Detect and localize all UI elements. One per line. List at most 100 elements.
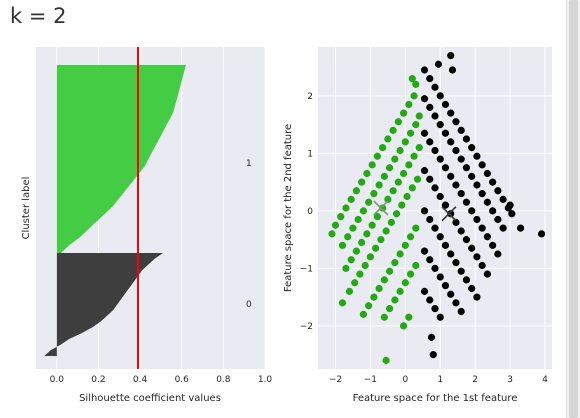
scatter-point-cluster-0 bbox=[483, 169, 491, 178]
scatter-point-cluster-0 bbox=[448, 66, 457, 74]
scatter-x-axis-label: Feature space for the 1st feature bbox=[353, 393, 518, 404]
scatter-point-cluster-0 bbox=[473, 152, 481, 160]
scatter-point-cluster-1 bbox=[358, 238, 366, 247]
scatter-point-cluster-0 bbox=[420, 287, 429, 295]
scatter-point-cluster-0 bbox=[426, 215, 434, 224]
scatter-point-cluster-0 bbox=[436, 92, 444, 100]
scatter-point-cluster-1 bbox=[328, 230, 336, 238]
scatter-point-cluster-1 bbox=[384, 135, 392, 143]
scatter-x-tick-label: 2 bbox=[472, 375, 478, 385]
scatter-point-cluster-1 bbox=[359, 207, 368, 215]
scatter-point-cluster-1 bbox=[391, 155, 399, 163]
silhouette-x-tick-label: 0.0 bbox=[50, 375, 65, 385]
scatter-point-cluster-0 bbox=[483, 233, 491, 241]
scatter-x-tick-label: −2 bbox=[329, 375, 342, 385]
scatter-point-cluster-0 bbox=[431, 184, 439, 192]
scatter-point-cluster-0 bbox=[478, 190, 486, 198]
scatter-point-cluster-0 bbox=[426, 75, 434, 83]
scatter-point-cluster-1 bbox=[380, 172, 388, 180]
scatter-point-cluster-0 bbox=[478, 161, 486, 169]
scatter-point-cluster-0 bbox=[436, 273, 444, 281]
scatter-point-cluster-0 bbox=[436, 192, 444, 201]
scatter-point-cluster-1 bbox=[385, 267, 394, 275]
scatter-point-cluster-0 bbox=[457, 190, 465, 198]
scatter-point-cluster-0 bbox=[431, 305, 439, 313]
scatter-point-cluster-0 bbox=[468, 144, 476, 152]
scatter-y-tick-label: −1 bbox=[300, 264, 313, 274]
scatter-point-cluster-0 bbox=[489, 207, 497, 215]
scatter-point-cluster-0 bbox=[420, 167, 429, 175]
scatter-point-cluster-1 bbox=[345, 287, 354, 295]
scatter-point-cluster-0 bbox=[431, 224, 439, 232]
scatter-x-tick-label: 4 bbox=[542, 375, 548, 385]
scatter-point-cluster-0 bbox=[494, 250, 502, 258]
silhouette-x-ticks: 0.0 0.2 0.4 0.6 0.8 1.0 bbox=[50, 375, 273, 385]
feature-space-panel: −2 −1 0 1 2 3 4 −2 −1 0 1 2 Feature space for the … bbox=[283, 47, 552, 404]
scatter-point-cluster-0 bbox=[420, 129, 429, 137]
cluster-center-marker bbox=[373, 200, 389, 216]
scatter-point-cluster-0 bbox=[537, 230, 546, 238]
scatter-point-cluster-1 bbox=[344, 233, 352, 241]
scatter-point-cluster-0 bbox=[447, 290, 455, 298]
scatter-point-cluster-0 bbox=[426, 256, 434, 264]
scatter-point-cluster-1 bbox=[412, 261, 420, 270]
scatter-point-cluster-0 bbox=[462, 198, 471, 206]
scatter-point-cluster-1 bbox=[365, 198, 373, 206]
scatter-y-tick-label: −2 bbox=[300, 322, 313, 332]
vertical-scrollbar[interactable] bbox=[566, 0, 580, 418]
scatter-point-cluster-1 bbox=[373, 213, 381, 221]
scatter-point-cluster-0 bbox=[473, 181, 481, 189]
scatter-point-cluster-0 bbox=[468, 207, 476, 215]
scatter-point-cluster-1 bbox=[410, 92, 418, 100]
scatter-point-cluster-0 bbox=[478, 261, 486, 270]
scatter-point-cluster-1 bbox=[373, 152, 381, 160]
scatter-point-cluster-1 bbox=[394, 178, 402, 186]
scatter-point-cluster-0 bbox=[462, 236, 471, 244]
scatter-point-cluster-1 bbox=[372, 244, 380, 252]
scatter-point-cluster-0 bbox=[462, 276, 471, 284]
scatter-point-cluster-0 bbox=[436, 313, 444, 321]
scatter-point-cluster-1 bbox=[412, 121, 420, 129]
scatter-point-cluster-1 bbox=[408, 75, 416, 83]
scrollbar-thumb[interactable] bbox=[569, 0, 578, 418]
scatter-point-cluster-0 bbox=[431, 83, 439, 91]
scatter-point-cluster-1 bbox=[401, 138, 409, 146]
scatter-point-cluster-1 bbox=[356, 270, 364, 278]
scatter-point-cluster-0 bbox=[468, 244, 476, 252]
scatter-point-cluster-1 bbox=[401, 241, 409, 249]
scatter-point-cluster-0 bbox=[441, 201, 450, 209]
scatter-point-cluster-0 bbox=[489, 241, 497, 249]
scatter-x-tick-label: 1 bbox=[437, 375, 443, 385]
scatter-point-cluster-0 bbox=[452, 118, 460, 126]
scatter-point-cluster-1 bbox=[412, 80, 420, 88]
scatter-point-cluster-0 bbox=[468, 284, 476, 293]
scatter-point-cluster-0 bbox=[457, 267, 465, 275]
scatter-point-cluster-0 bbox=[420, 207, 429, 215]
scatter-point-cluster-1 bbox=[396, 250, 404, 258]
scatter-point-cluster-0 bbox=[499, 224, 507, 232]
scatter-point-cluster-1 bbox=[392, 210, 401, 218]
scatter-x-tick-label: −1 bbox=[364, 375, 377, 385]
scatter-point-cluster-0 bbox=[452, 218, 460, 226]
scatter-point-cluster-0 bbox=[473, 215, 481, 224]
scatter-points bbox=[328, 52, 546, 364]
scatter-point-cluster-0 bbox=[494, 187, 502, 195]
silhouette-y-axis-label: Cluster label bbox=[21, 177, 32, 240]
scatter-point-cluster-0 bbox=[452, 259, 460, 267]
scatter-point-cluster-0 bbox=[441, 164, 450, 172]
scatter-point-cluster-1 bbox=[384, 195, 392, 203]
scatter-x-tick-label: 3 bbox=[507, 375, 513, 385]
scatter-point-cluster-1 bbox=[352, 247, 361, 255]
scatter-point-cluster-0 bbox=[441, 129, 450, 137]
scatter-point-cluster-0 bbox=[457, 155, 465, 163]
scatter-point-cluster-0 bbox=[447, 138, 455, 146]
scatter-y-axis-label: Feature space for the 2nd feature bbox=[283, 124, 294, 292]
cluster-label-1: 1 bbox=[246, 159, 252, 169]
scatter-point-cluster-1 bbox=[358, 178, 366, 186]
scatter-point-cluster-0 bbox=[420, 95, 429, 103]
scatter-point-cluster-1 bbox=[337, 213, 345, 221]
scatter-point-cluster-1 bbox=[403, 192, 411, 201]
scatter-point-cluster-1 bbox=[370, 293, 378, 301]
cluster-center-marker bbox=[441, 206, 457, 222]
scatter-plot-area bbox=[318, 47, 552, 369]
